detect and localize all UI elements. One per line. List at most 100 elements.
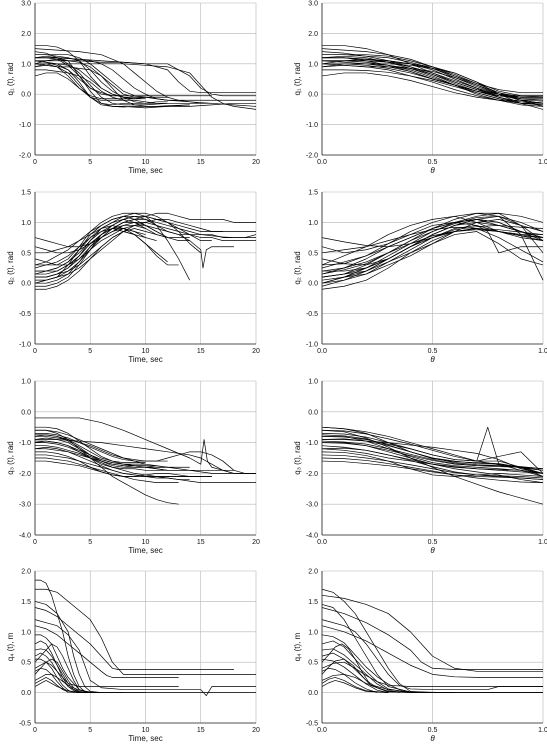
- y-tick-label: -4.0: [306, 533, 318, 540]
- y-tick-label: -0.5: [19, 311, 31, 318]
- series-line: [321, 212, 544, 281]
- series-line: [321, 72, 543, 101]
- series-line: [321, 55, 544, 107]
- y-tick-label: -1.0: [19, 122, 31, 129]
- y-tick-label: 0.0: [308, 281, 318, 288]
- y-tick-label: 1.5: [21, 599, 31, 606]
- series-line: [321, 594, 543, 672]
- y-tick-label: -2.0: [306, 153, 318, 160]
- y-axis-label: q₄ (t), m: [293, 632, 302, 661]
- y-tick-label: 1.0: [21, 379, 31, 386]
- series-line: [321, 451, 544, 477]
- x-tick-label: 0.0: [317, 159, 327, 166]
- series-line: [34, 58, 190, 107]
- x-tick-label: 0.5: [428, 727, 438, 734]
- x-tick-label: 20: [252, 348, 260, 355]
- series-line: [34, 652, 91, 693]
- y-tick-label: 1.0: [308, 629, 318, 636]
- series-line: [34, 215, 212, 275]
- y-tick-label: -2.0: [306, 471, 318, 478]
- series-line: [34, 643, 124, 693]
- y-tick-label: 0.0: [21, 92, 31, 99]
- series-line: [34, 446, 212, 477]
- series-line: [35, 658, 74, 693]
- y-tick-label: 1.5: [308, 190, 318, 197]
- y-axis-label: q₁ (t), rad: [293, 63, 302, 96]
- panel-3: -1.0 -0.5 0.0 0.5 1.0 1.5 0 5 10 15 20 Time, sec q₂ …: [6, 190, 260, 365]
- series-line: [321, 429, 544, 471]
- series-line: [321, 215, 543, 266]
- series-line: [34, 434, 190, 471]
- y-tick-label: 0.5: [21, 660, 31, 667]
- series-line: [321, 63, 543, 98]
- y-tick-label: 1.0: [21, 220, 31, 227]
- series-line: [322, 439, 544, 474]
- series-line: [35, 57, 212, 97]
- y-tick-label: 0.0: [308, 409, 318, 416]
- series-line: [321, 228, 544, 248]
- panel-2: -2.0 -1.0 0.0 1.0 2.0 3.0 0.0 0.5 1.0 θ q₁ (t), ra…: [293, 1, 547, 176]
- x-tick-label: 0: [33, 348, 37, 355]
- series-line: [35, 219, 223, 281]
- y-tick-label: 2.0: [21, 31, 31, 38]
- series-line: [321, 460, 544, 480]
- y-tick-label: -1.0: [306, 342, 318, 349]
- y-tick-label: -3.0: [306, 502, 318, 509]
- x-tick-label: 0.5: [428, 348, 438, 355]
- x-axis-label: Time, sec: [128, 546, 162, 555]
- series-line: [35, 54, 157, 104]
- series-line: [35, 57, 256, 101]
- x-tick-label: 0.5: [428, 539, 438, 546]
- series-line: [321, 457, 544, 483]
- y-tick-label: -1.0: [306, 440, 318, 447]
- y-tick-label: 1.0: [308, 379, 318, 386]
- y-tick-label: 3.0: [308, 1, 318, 8]
- y-tick-label: -0.5: [306, 721, 318, 728]
- x-tick-label: 0.0: [317, 727, 327, 734]
- series-line: [35, 225, 168, 263]
- y-tick-label: -0.5: [306, 311, 318, 318]
- series-line: [322, 45, 543, 98]
- series-line: [35, 69, 201, 104]
- series-line: [34, 228, 157, 248]
- x-tick-label: 1.0: [538, 727, 547, 734]
- series-line: [35, 588, 256, 675]
- y-tick-label: -2.0: [19, 471, 31, 478]
- series-line: [34, 625, 179, 678]
- y-tick-label: 1.0: [308, 61, 318, 68]
- series-line: [321, 436, 544, 474]
- y-tick-label: 0.0: [308, 690, 318, 697]
- series-line: [321, 434, 544, 474]
- x-axis-label: Time, sec: [128, 734, 162, 743]
- series-line: [321, 226, 544, 263]
- y-tick-label: 0.0: [21, 281, 31, 288]
- y-tick-label: 0.0: [21, 409, 31, 416]
- series-line: [321, 634, 433, 693]
- y-tick-label: 0.5: [308, 250, 318, 257]
- x-tick-label: 1.0: [538, 539, 547, 546]
- x-tick-label: 1.0: [538, 348, 547, 355]
- series-line: [321, 640, 455, 693]
- series-line: [321, 454, 544, 480]
- series-line: [35, 434, 146, 463]
- y-axis-label: q₃ (t), rad: [6, 441, 15, 475]
- series-line: [34, 667, 69, 693]
- series-line: [34, 48, 212, 104]
- series-line: [321, 661, 543, 687]
- series-line: [321, 667, 378, 693]
- series-line: [35, 54, 257, 107]
- panel-5: -4.0 -3.0 -2.0 -1.0 0.0 1.0 0 5 10 15 20 Time, sec q…: [6, 379, 260, 556]
- series-line: [322, 436, 544, 474]
- y-axis-label: q₃ (t), rad: [293, 441, 302, 475]
- x-tick-label: 0: [33, 539, 37, 546]
- y-tick-label: 0.0: [21, 690, 31, 697]
- y-axis-label: q₁ (t), rad: [6, 63, 15, 96]
- series-line: [321, 625, 543, 678]
- series-line: [35, 440, 190, 468]
- x-axis-label: Time, sec: [128, 355, 162, 364]
- x-tick-label: 10: [142, 539, 150, 546]
- y-tick-label: -1.0: [19, 440, 31, 447]
- series-line: [34, 225, 234, 284]
- series-line: [34, 607, 234, 670]
